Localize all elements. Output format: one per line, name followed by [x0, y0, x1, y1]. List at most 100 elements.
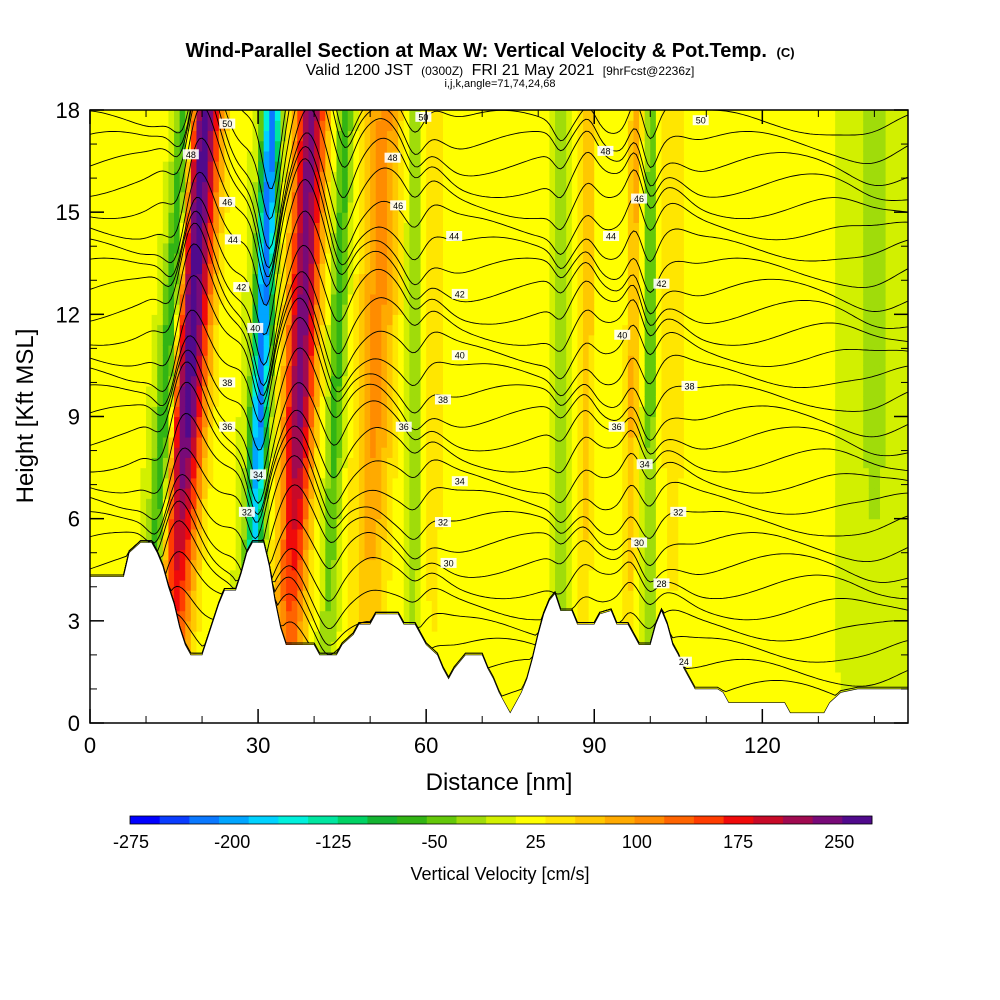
- field-cell: [386, 447, 394, 458]
- field-cell: [543, 314, 551, 326]
- field-cell: [347, 477, 354, 489]
- field-cell: [499, 416, 506, 428]
- field-cell: [476, 293, 483, 305]
- field-cell: [106, 304, 114, 315]
- field-cell: [459, 263, 466, 275]
- field-cell: [179, 212, 186, 223]
- field-cell: [213, 549, 220, 561]
- field-cell: [218, 181, 226, 193]
- field-cell: [353, 498, 360, 510]
- field-cell: [101, 334, 108, 346]
- field-cell: [319, 498, 326, 510]
- field-cell: [196, 631, 203, 642]
- field-cell: [364, 171, 371, 183]
- field-cell: [118, 416, 125, 428]
- field-cell: [258, 283, 265, 295]
- field-cell: [342, 110, 349, 121]
- field-cell: [146, 110, 153, 121]
- field-cell: [118, 477, 125, 489]
- field-cell: [336, 498, 343, 510]
- field-cell: [504, 293, 511, 305]
- field-cell: [442, 283, 450, 295]
- field-cell: [302, 549, 310, 561]
- field-cell: [274, 140, 282, 152]
- field-cell: [218, 488, 226, 499]
- field-cell: [252, 426, 259, 438]
- field-cell: [336, 375, 343, 387]
- field-cell: [549, 416, 556, 428]
- field-cell: [140, 222, 147, 234]
- field-cell: [499, 590, 506, 601]
- field-cell: [347, 314, 354, 326]
- field-cell: [252, 283, 259, 295]
- field-cell: [319, 150, 326, 162]
- field-cell: [493, 232, 500, 244]
- field-cell: [476, 344, 483, 356]
- field-cell: [375, 365, 382, 377]
- field-cell: [314, 110, 321, 121]
- field-cell: [224, 477, 231, 489]
- field-cell: [549, 120, 556, 132]
- field-cell: [370, 283, 377, 295]
- field-cell: [202, 477, 209, 489]
- field-cell: [487, 293, 494, 305]
- field-cell: [330, 293, 338, 305]
- field-cell: [414, 620, 422, 632]
- field-cell: [398, 385, 405, 397]
- field-cell: [235, 457, 242, 469]
- field-cell: [398, 181, 405, 193]
- field-cell: [213, 467, 220, 479]
- field-cell: [190, 447, 198, 458]
- field-cell: [174, 559, 181, 571]
- field-cell: [431, 324, 438, 336]
- field-cell: [459, 539, 466, 550]
- field-cell: [263, 140, 270, 152]
- field-cell: [515, 201, 523, 213]
- field-cell: [375, 110, 382, 121]
- field-cell: [381, 273, 388, 285]
- field-cell: [286, 579, 293, 591]
- field-cell: [202, 273, 209, 285]
- field-cell: [202, 263, 209, 275]
- field-cell: [381, 201, 388, 213]
- field-cell: [207, 426, 214, 438]
- field-cell: [504, 201, 511, 213]
- field-cell: [381, 293, 388, 305]
- field-cell: [336, 365, 343, 377]
- field-cell: [521, 396, 528, 407]
- field-cell: [314, 549, 321, 561]
- field-cell: [543, 477, 551, 489]
- field-cell: [218, 150, 226, 162]
- field-cell: [179, 488, 186, 499]
- field-cell: [532, 579, 539, 591]
- field-cell: [190, 508, 198, 520]
- field-cell: [325, 273, 332, 285]
- field-cell: [258, 426, 265, 438]
- field-cell: [230, 212, 237, 223]
- field-cell: [291, 569, 298, 581]
- field-cell: [129, 539, 136, 550]
- field-cell: [442, 385, 450, 397]
- field-cell: [515, 620, 523, 632]
- field-cell: [140, 232, 147, 244]
- field-cell: [134, 140, 142, 152]
- field-cell: [398, 457, 405, 469]
- field-cell: [431, 201, 438, 213]
- field-cell: [448, 293, 455, 305]
- field-cell: [465, 539, 472, 550]
- field-cell: [442, 293, 450, 305]
- field-cell: [470, 222, 478, 234]
- field-cell: [465, 631, 472, 642]
- field-cell: [302, 590, 310, 601]
- field-cell: [336, 631, 343, 642]
- field-cell: [549, 191, 556, 203]
- field-cell: [308, 539, 315, 550]
- field-cell: [325, 242, 332, 254]
- field-cell: [398, 518, 405, 530]
- field-cell: [437, 253, 444, 264]
- field-cell: [431, 263, 438, 275]
- field-cell: [330, 436, 338, 448]
- field-cell: [549, 324, 556, 336]
- field-cell: [381, 344, 388, 356]
- field-cell: [308, 620, 315, 632]
